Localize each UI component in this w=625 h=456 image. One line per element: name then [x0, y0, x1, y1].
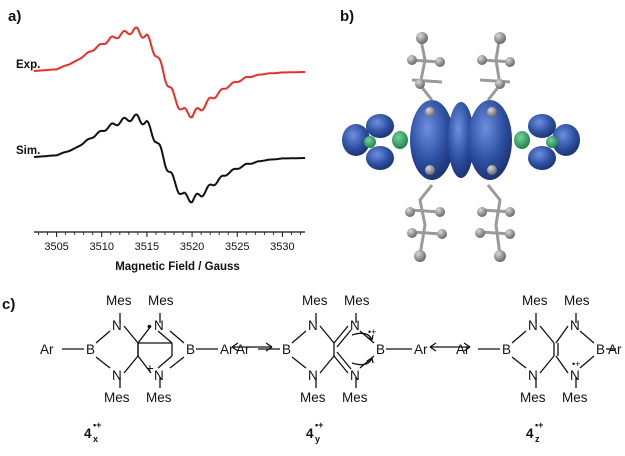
x-tick-label: 3505: [44, 241, 68, 253]
series-line: [33, 113, 305, 204]
series-line: [33, 26, 305, 119]
b-label: B: [282, 342, 291, 357]
structure-label-main: 4: [84, 426, 92, 441]
panel-label-b: b): [340, 8, 355, 25]
n-label: N: [350, 368, 360, 383]
panel-label-a: a): [8, 8, 22, 25]
n-label: N: [570, 318, 580, 333]
mes-label: Mes: [302, 293, 328, 308]
radical-dot: •: [147, 319, 152, 334]
structure-4x: Mes Mes N N N N Ar B B Ar Mes Mes • + 4 …: [40, 293, 234, 444]
series-label: Exp.: [16, 59, 40, 71]
b-label: B: [596, 342, 605, 357]
n-label: N: [350, 318, 360, 333]
mes-label: Mes: [342, 390, 368, 405]
resonance-arrow: [429, 342, 471, 352]
structure-label-sub: x: [93, 434, 98, 444]
n-label: N: [528, 318, 538, 333]
n-label: N: [154, 318, 164, 333]
mes-label: Mes: [520, 390, 546, 405]
mes-label: Mes: [300, 390, 326, 405]
mes-label: Mes: [344, 293, 370, 308]
b-label: B: [86, 342, 95, 357]
mes-lower-left: [409, 184, 443, 256]
ar-label: Ar: [456, 342, 470, 357]
n-label: N: [308, 368, 318, 383]
orbital-lobes-central: [410, 100, 512, 180]
radical-cation-mark: •+: [368, 327, 376, 337]
orbital-green-lobes: [364, 131, 558, 149]
mes-label: Mes: [562, 390, 588, 405]
n-label: N: [112, 318, 122, 333]
n-label: N: [112, 368, 122, 383]
ar-label: Ar: [414, 342, 428, 357]
structure-label-sup: •+: [93, 420, 101, 430]
structure-label-sup: •+: [315, 420, 323, 430]
positive-charge: +: [146, 361, 154, 376]
b-label: B: [502, 342, 511, 357]
resonance-arrow: [231, 342, 273, 352]
n-label: N: [528, 368, 538, 383]
structure-label-sup: •+: [535, 420, 543, 430]
b-label: B: [376, 342, 385, 357]
mes-label: Mes: [148, 293, 174, 308]
structure-label-sub: z: [535, 434, 540, 444]
ar-label: Ar: [220, 342, 234, 357]
mes-label: Mes: [522, 293, 548, 308]
ar-label: Ar: [40, 342, 54, 357]
n-label: N: [570, 368, 580, 383]
x-tick-label: 3520: [180, 241, 204, 253]
structure-4y: Mes Mes N N N N Ar B B Ar Mes Mes •+ 4 y…: [236, 293, 428, 444]
x-tick-label: 3525: [225, 241, 249, 253]
ar-label: Ar: [236, 342, 250, 357]
mes-label: Mes: [564, 293, 590, 308]
b-label: B: [186, 342, 195, 357]
ar-label: Ar: [608, 342, 622, 357]
x-tick-label: 3515: [135, 241, 159, 253]
radical-cation-mark: •+: [572, 359, 580, 369]
x-axis-title: Magnetic Field / Gauss: [115, 261, 240, 273]
structure-label-main: 4: [526, 426, 534, 441]
n-label: N: [308, 318, 318, 333]
orbital-lobes-side: [342, 114, 580, 170]
central-atoms: [425, 107, 497, 175]
mes-label: Mes: [104, 390, 130, 405]
series-label: Sim.: [16, 145, 40, 157]
structure-label-sub: y: [315, 434, 320, 444]
n-label: N: [154, 368, 164, 383]
x-tick-label: 3510: [90, 241, 114, 253]
panel-label-c: c): [2, 296, 16, 313]
structure-label-main: 4: [306, 426, 314, 441]
structure-4z: Mes Mes N N N N Ar B B Ar Mes Mes •+ 4 z…: [456, 293, 622, 444]
x-tick-label: 3530: [270, 241, 294, 253]
mes-label: Mes: [106, 293, 132, 308]
atom-spheres: [405, 32, 515, 262]
mes-label: Mes: [146, 390, 172, 405]
chart-plot-area: 3505 3510 3515 3520 3525 3530 Magnetic Field /…: [16, 26, 305, 273]
